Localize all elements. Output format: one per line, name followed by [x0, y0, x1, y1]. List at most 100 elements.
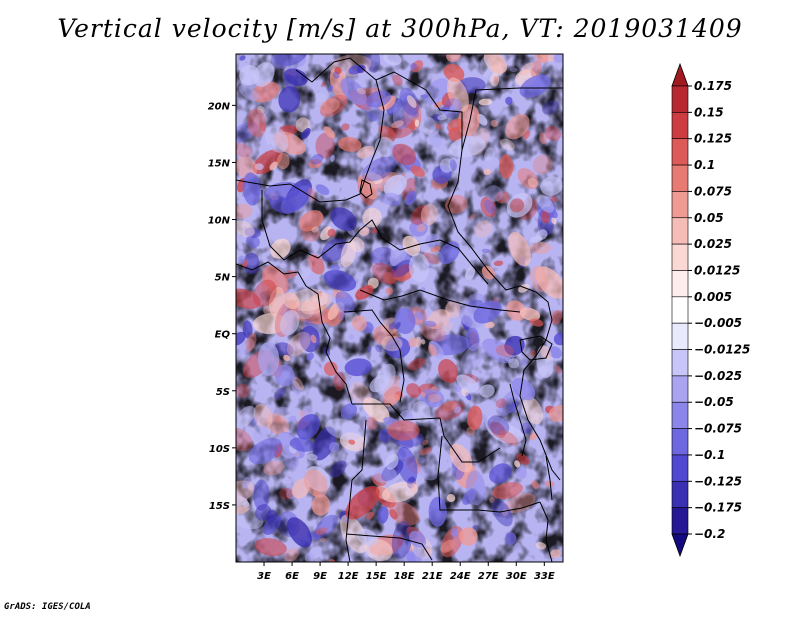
field-blob — [434, 101, 444, 108]
field-blob — [274, 364, 295, 387]
field-blob — [484, 199, 496, 214]
field-blob — [491, 499, 513, 527]
field-blob — [420, 392, 427, 397]
field-blob — [514, 460, 521, 468]
field-blob — [274, 387, 286, 399]
colorbar-swatch — [671, 375, 689, 403]
field-blob — [443, 98, 462, 119]
field-blob — [248, 437, 282, 465]
field-blob — [434, 400, 465, 421]
y-tick-label: 15N — [208, 158, 231, 169]
coastline-west — [236, 261, 353, 405]
border-nigeria — [261, 190, 383, 261]
field-blob — [373, 467, 397, 484]
field-blob — [296, 413, 321, 440]
field-blob — [257, 342, 280, 376]
field-blob — [434, 123, 443, 130]
field-blob — [428, 344, 437, 356]
field-blob — [336, 301, 345, 313]
field-blob — [315, 184, 330, 195]
x-tick-label: 9E — [313, 571, 327, 582]
field-blob — [424, 320, 437, 328]
field-blob — [377, 505, 389, 524]
field-blob — [236, 337, 255, 358]
field-blob — [369, 374, 390, 393]
field-blob — [481, 248, 490, 254]
field-blob — [365, 90, 392, 108]
field-blob — [335, 290, 355, 314]
field-blob — [483, 168, 492, 176]
field-blob — [549, 549, 562, 559]
field-blob — [490, 119, 499, 127]
field-blob — [237, 255, 246, 264]
field-blob — [515, 465, 527, 479]
field-blob — [268, 286, 285, 317]
field-blob — [550, 196, 558, 203]
field-blob — [484, 185, 504, 202]
field-blob — [467, 405, 483, 431]
field-blob — [287, 517, 312, 548]
colorbar-swatch — [671, 322, 689, 350]
field-blob — [409, 62, 417, 70]
x-tick-label: 15E — [366, 571, 387, 582]
field-blob — [495, 398, 507, 409]
field-blob — [256, 131, 263, 141]
field-blob — [311, 226, 319, 233]
field-blob — [495, 191, 510, 204]
field-blob — [329, 460, 347, 478]
field-blob — [236, 427, 253, 452]
field-blob — [504, 335, 525, 356]
field-blob — [320, 98, 340, 114]
colorbar-label: 0.15 — [694, 105, 724, 119]
field-blob — [366, 416, 378, 431]
field-blob — [270, 54, 289, 70]
field-blob — [474, 220, 493, 238]
field-blob — [530, 349, 536, 358]
field-blob — [544, 480, 555, 488]
field-blob — [454, 406, 462, 414]
field-blob — [341, 123, 350, 131]
field-blob — [519, 74, 551, 98]
field-blob — [529, 265, 549, 292]
field-blob — [332, 71, 340, 79]
field-blob — [236, 203, 253, 219]
field-blob — [255, 212, 260, 217]
field-blob — [370, 246, 396, 266]
field-blob — [274, 416, 282, 424]
field-blob — [289, 437, 315, 452]
field-blob — [308, 159, 322, 169]
colorbar-label: −0.05 — [694, 395, 734, 409]
y-tick-label: 5S — [216, 387, 230, 398]
field-blob — [550, 310, 563, 325]
field-blob — [420, 203, 438, 226]
colorbar-label: −0.175 — [694, 501, 742, 515]
field-blob — [423, 115, 437, 130]
field-blob — [479, 384, 495, 398]
lake-victoria — [519, 335, 553, 361]
colorbar-swatch — [671, 164, 689, 192]
chart-title: Vertical velocity [m/s] at 300hPa, VT: 2… — [57, 14, 743, 43]
field-blob — [540, 176, 563, 196]
colorbar-swatch — [671, 243, 689, 271]
field-blob — [382, 272, 396, 284]
field-blob — [508, 400, 519, 414]
field-blob — [454, 384, 462, 393]
field-blob — [458, 104, 480, 137]
field-blob — [362, 207, 382, 228]
field-blob — [404, 190, 417, 206]
field-blob — [395, 321, 401, 330]
field-blob — [292, 376, 304, 391]
y-tick-label: 10S — [209, 444, 230, 455]
field-blob — [422, 439, 429, 446]
colorbar-label: −0.1 — [694, 448, 725, 462]
field-blob — [314, 514, 338, 539]
colorbar-swatch — [671, 454, 689, 482]
field-blob — [288, 415, 297, 423]
field-blob — [493, 76, 499, 83]
field-blob — [349, 236, 365, 253]
field-blob — [279, 487, 294, 500]
field-blob — [236, 220, 255, 238]
colorbar-label: 0.0125 — [694, 263, 740, 277]
field-blob — [298, 210, 324, 232]
